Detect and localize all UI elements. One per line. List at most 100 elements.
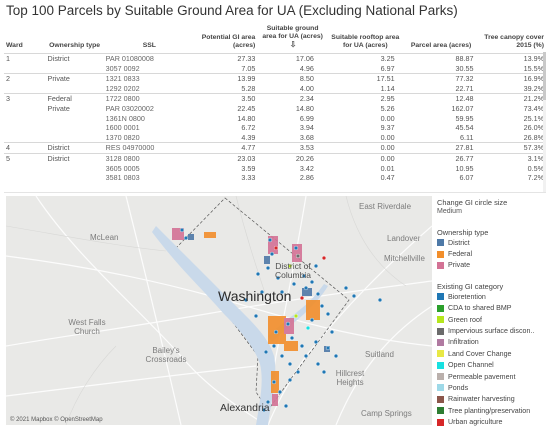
gi-point[interactable] (287, 361, 293, 367)
gi-point[interactable] (279, 353, 285, 359)
gi-legend-item[interactable]: Land Cover Change (437, 348, 549, 359)
gi-legend-item[interactable]: Urban agriculture (437, 416, 549, 427)
gi-point[interactable] (263, 349, 269, 355)
map-credit[interactable]: © 2021 Mapbox © OpenStreetMap (10, 417, 103, 423)
gi-point[interactable] (267, 237, 273, 243)
table-row[interactable]: 1370 0820 4.39 3.68 0.00 6.11 26.8% (4, 133, 546, 143)
table-row[interactable]: 3057 0092 7.05 4.96 6.97 30.55 15.5% (4, 64, 546, 74)
gi-point[interactable] (183, 235, 189, 241)
table-row[interactable]: 1361N 0800 14.80 6.99 0.00 59.95 25.1% (4, 114, 546, 124)
col-header-potential-gi[interactable]: Potential GI area (acres) (201, 34, 256, 49)
gi-point[interactable] (293, 313, 299, 319)
gi-point[interactable] (287, 377, 293, 383)
gi-point[interactable] (269, 251, 275, 257)
gi-point[interactable] (309, 317, 315, 323)
gi-point[interactable] (271, 379, 277, 385)
col-header-parcel-area[interactable]: Parcel area (acres) (410, 42, 472, 49)
gi-legend-item[interactable]: Permeable pavement (437, 371, 549, 382)
gi-point[interactable] (291, 281, 297, 287)
table-row[interactable]: 3605 0005 3.59 3.42 0.01 10.95 0.5% (4, 164, 546, 174)
gi-point[interactable] (295, 253, 301, 259)
table-row[interactable]: 4 District RES 04970000 4.77 3.53 0.00 27.81 57… (4, 142, 546, 154)
gi-point[interactable] (179, 227, 185, 233)
gi-legend-item[interactable]: Rainwater harvesting (437, 394, 549, 405)
gi-legend-item[interactable]: CDA to shared BMP (437, 303, 549, 314)
table-scrollbar-thumb[interactable] (543, 52, 546, 100)
table-row[interactable]: 1600 0001 6.72 3.94 9.37 45.54 26.0% (4, 123, 546, 133)
ownership-legend-item[interactable]: District (437, 237, 549, 248)
gi-point[interactable] (315, 291, 321, 297)
ownership-cell (46, 114, 104, 124)
col-header-ssl[interactable]: SSL (142, 42, 156, 49)
ownership-legend-item[interactable]: Private (437, 260, 549, 271)
gi-legend-item[interactable]: Green roof (437, 314, 549, 325)
gi-point[interactable] (299, 343, 305, 349)
col-header-ownership[interactable]: Ownership type (49, 42, 101, 49)
gi-point[interactable] (255, 271, 261, 277)
gi-legend-item[interactable]: Bioretention (437, 291, 549, 302)
gi-point[interactable] (293, 245, 299, 251)
table-row[interactable]: 3 Federal 1722 0800 3.50 2.34 2.95 12.48 21.2% (4, 93, 546, 104)
gi-legend-item[interactable]: Infiltration (437, 337, 549, 348)
gi-point[interactable] (253, 313, 259, 319)
table-row[interactable]: 3581 0803 3.33 2.86 0.47 6.07 7.2% (4, 173, 546, 183)
gi-point[interactable] (321, 369, 327, 375)
table-row[interactable]: 1292 0202 5.28 4.00 1.14 22.71 39.2% (4, 84, 546, 94)
table-scrollbar[interactable] (543, 52, 546, 192)
sort-icon[interactable]: ⇩ (289, 40, 297, 49)
circle-size-dropdown[interactable]: Medium (437, 208, 462, 215)
gi-point[interactable] (329, 329, 335, 335)
gi-point[interactable] (261, 407, 267, 413)
gi-point[interactable] (315, 361, 321, 367)
canopy-cell: 0.5% (527, 163, 544, 173)
gi-point[interactable] (283, 403, 289, 409)
gi-point[interactable] (265, 265, 271, 271)
gi-point[interactable] (279, 289, 285, 295)
gi-legend-item[interactable]: Impervious surface discon.. (437, 325, 549, 336)
gi-point[interactable] (321, 255, 327, 261)
gi-point[interactable] (259, 289, 265, 295)
gi-point[interactable] (325, 345, 331, 351)
ownership-legend-item[interactable]: Federal (437, 248, 549, 259)
parcel-map[interactable]: East Riverdale McLean Landover District … (6, 196, 432, 425)
col-header-suitable-rooftop[interactable]: Suitable rooftop area for UA (acres) (331, 34, 400, 49)
gi-point[interactable] (333, 353, 339, 359)
gi-legend-item[interactable]: Tree planting/preservation (437, 405, 549, 416)
gi-point[interactable] (309, 279, 315, 285)
col-header-suitable-ground[interactable]: Suitable ground area for UA (acres)⇩ (257, 24, 328, 54)
gi-point[interactable] (273, 329, 279, 335)
table-row[interactable]: Private PAR 03020002 22.45 14.80 5.26 162.07 7… (4, 104, 546, 114)
gi-point[interactable] (273, 245, 279, 251)
table-row[interactable]: 2 Private 1321 0833 13.99 8.50 17.51 77.32 16.9… (4, 73, 546, 84)
ssl-cell: 3581 0803 (105, 173, 140, 183)
gi-point[interactable] (243, 297, 249, 303)
gi-point[interactable] (287, 263, 293, 269)
gi-point[interactable] (343, 285, 349, 291)
gi-point[interactable] (275, 275, 281, 281)
gi-point[interactable] (305, 325, 311, 331)
gi-point[interactable] (377, 297, 383, 303)
table-row[interactable]: 5 District 3128 0800 23.03 20.26 0.00 26.77 3.1… (4, 152, 546, 164)
gi-point[interactable] (325, 311, 331, 317)
gi-point[interactable] (285, 321, 291, 327)
gi-point[interactable] (303, 353, 309, 359)
col-header-canopy[interactable]: Tree canopy cover 2015 (%) (484, 34, 544, 49)
col-header-ward[interactable]: Ward (6, 42, 23, 49)
ssl-cell: 1321 0833 (103, 73, 196, 84)
gi-legend-item[interactable]: Ponds (437, 382, 549, 393)
gi-point[interactable] (319, 303, 325, 309)
gi-point[interactable] (299, 295, 305, 301)
table-row[interactable]: 1 District PAR 01080008 27.33 17.06 3.25 88.87… (4, 52, 546, 64)
gi-point[interactable] (295, 369, 301, 375)
gi-point[interactable] (277, 389, 283, 395)
gi-point[interactable] (265, 399, 271, 405)
gi-point[interactable] (301, 273, 307, 279)
gi-point[interactable] (313, 339, 319, 345)
gi-point[interactable] (289, 335, 295, 341)
gi-point[interactable] (271, 343, 277, 349)
gi-point[interactable] (303, 285, 309, 291)
gi-point[interactable] (313, 263, 319, 269)
gi-point[interactable] (351, 293, 357, 299)
suitable-ground-label: Suitable ground area for UA (acres) (262, 25, 323, 40)
gi-legend-item[interactable]: Open Channel (437, 360, 549, 371)
